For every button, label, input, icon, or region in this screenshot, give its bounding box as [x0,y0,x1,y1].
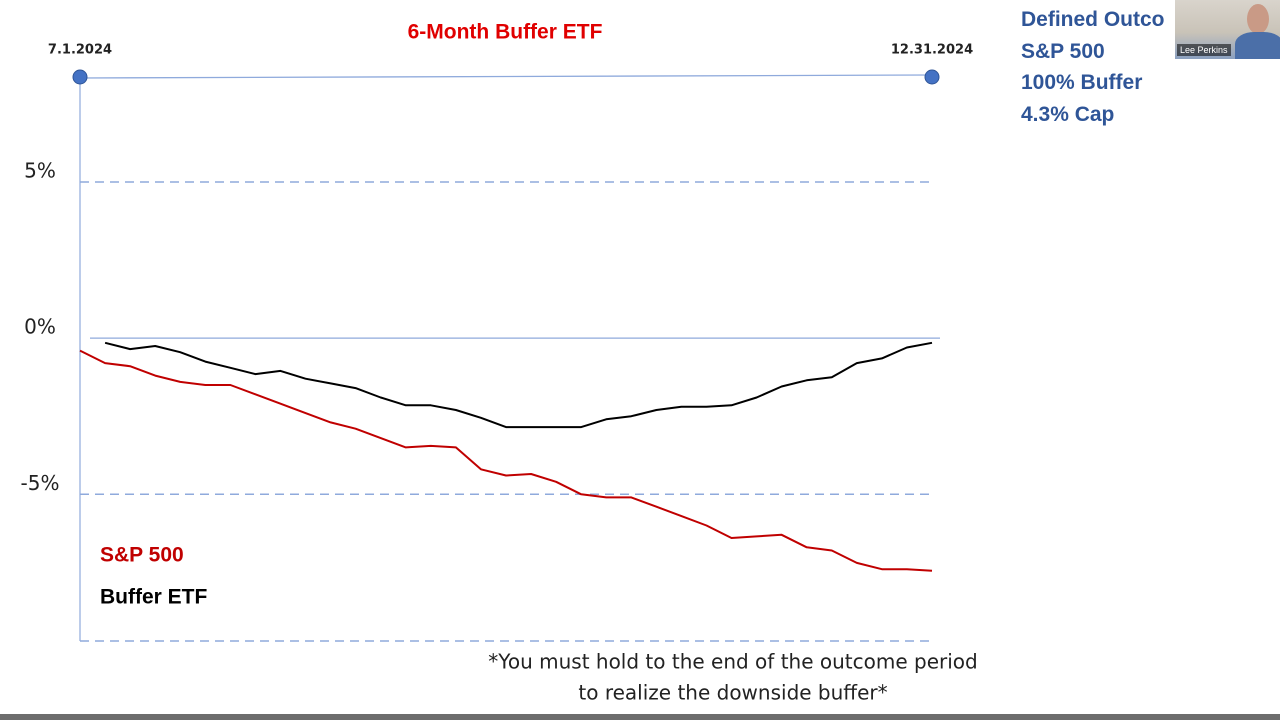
webcam-body [1235,32,1280,59]
series-line [104,341,933,429]
side-line: S&P 500 [1021,39,1105,63]
y-tick-label: 0% [24,315,56,339]
y-tick-label: 5% [24,159,56,183]
x-tick-label: 7.1.2024 [48,43,112,58]
webcam: Lee Perkins [1175,0,1280,59]
side-panel: Defined Outco S&P 500 100% Buffer 4.3% C… [1021,4,1175,130]
date-marker [924,69,940,85]
webcam-name: Lee Perkins [1177,44,1231,56]
chart-title: 6-Month Buffer ETF [408,21,603,44]
footnote: *You must hold to the end of the outcome… [488,650,977,674]
footnote: to realize the downside buffer* [578,681,887,705]
legend-label: S&P 500 [100,544,184,567]
period-line [79,74,933,79]
y-tick-label: -5% [21,471,60,495]
series-line [79,349,933,572]
side-line: 100% Buffer [1021,71,1143,94]
side-line: Defined Outco [1021,8,1165,31]
webcam-face [1247,4,1269,34]
x-tick-label: 12.31.2024 [891,43,973,58]
bottom-bar [0,714,1280,720]
date-marker [72,69,88,85]
side-line: 4.3% Cap [1021,102,1115,126]
legend-label: Buffer ETF [100,586,208,609]
